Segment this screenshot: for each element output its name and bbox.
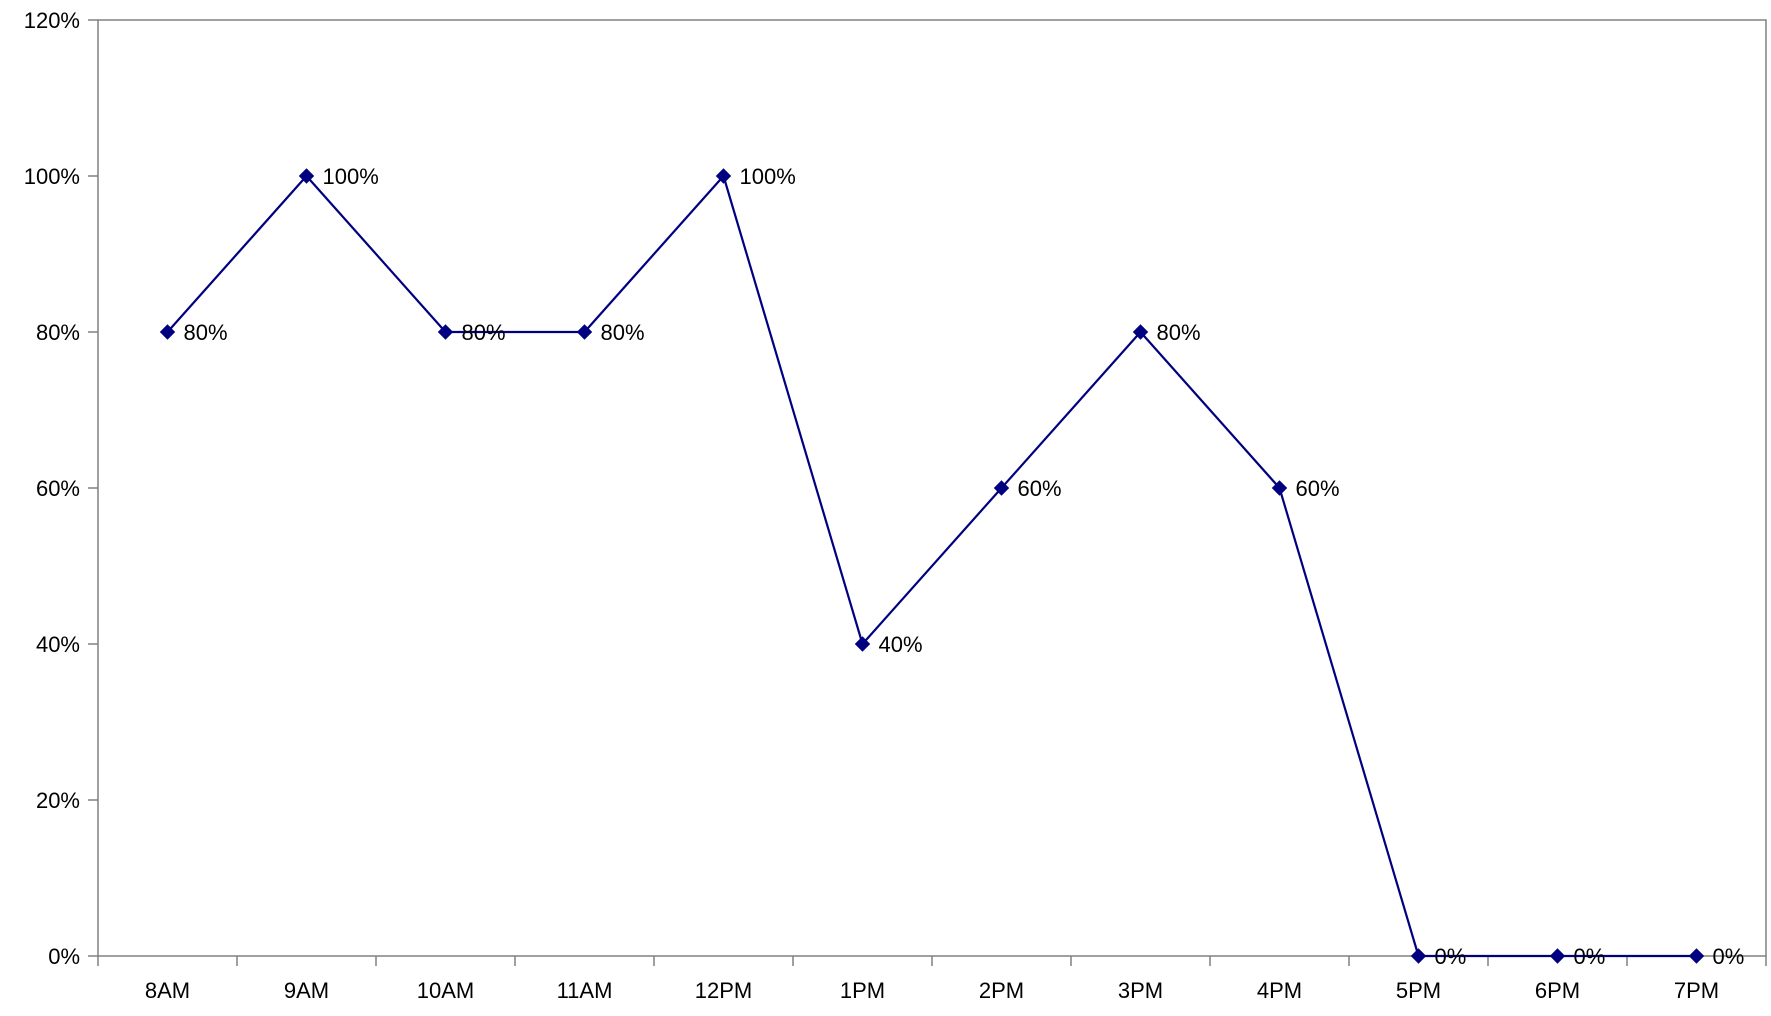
series-line-segment [166, 175, 308, 333]
x-tick-label: 2PM [979, 978, 1024, 1003]
x-tick-label: 3PM [1118, 978, 1163, 1003]
data-point-marker [993, 480, 1010, 496]
data-label: 60% [1296, 476, 1340, 501]
data-label: 80% [601, 320, 645, 345]
series-line-segment [722, 175, 864, 645]
data-point-marker [715, 168, 732, 184]
data-label: 80% [184, 320, 228, 345]
data-label: 60% [1018, 476, 1062, 501]
y-tick-label: 40% [36, 632, 80, 657]
x-tick-label: 4PM [1257, 978, 1302, 1003]
data-point-marker [1271, 480, 1288, 496]
data-label: 0% [1435, 944, 1467, 969]
data-point-marker [159, 324, 176, 340]
series-line-segment [583, 175, 725, 333]
data-point-marker [298, 168, 315, 184]
data-point-marker [1410, 948, 1427, 964]
x-tick-label: 11AM [557, 978, 613, 1003]
y-tick-label: 120% [24, 8, 80, 33]
x-tick-label: 1PM [840, 978, 885, 1003]
x-tick-label: 9AM [284, 978, 329, 1003]
x-tick-label: 6PM [1535, 978, 1580, 1003]
data-point-marker [437, 324, 454, 340]
data-point-marker [576, 324, 593, 340]
x-tick-label: 7PM [1674, 978, 1719, 1003]
x-tick-label: 12PM [695, 978, 752, 1003]
y-tick-label: 100% [24, 164, 80, 189]
data-label: 0% [1713, 944, 1745, 969]
data-point-marker [854, 636, 871, 652]
data-point-marker [1132, 324, 1149, 340]
data-label: 80% [462, 320, 506, 345]
series-layer [159, 168, 1705, 964]
series-line-segment [1000, 331, 1142, 489]
y-tick-label: 0% [48, 944, 80, 969]
data-point-marker [1688, 948, 1705, 964]
series-line-segment [1278, 487, 1420, 957]
y-tick-label: 20% [36, 788, 80, 813]
data-label: 80% [1157, 320, 1201, 345]
series-line-segment [305, 175, 447, 333]
y-tick-label: 80% [36, 320, 80, 345]
x-tick-label: 10AM [417, 978, 474, 1003]
data-label: 100% [740, 164, 796, 189]
series-line-segment [1139, 331, 1281, 489]
data-point-marker [1549, 948, 1566, 964]
series-line-segment [861, 487, 1003, 645]
data-label: 100% [323, 164, 379, 189]
axes-layer: 0% 20% 40% 60% 80% 100% 120% 8AM 9AM 10AM 11AM 12PM… [24, 8, 1767, 1003]
y-tick-label: 60% [36, 476, 80, 501]
plot-area-border [97, 19, 1767, 957]
labels-layer: 80% 100% 80% 80% 100% 40% 60% 80% 60% 0% 0% 0% [184, 164, 1745, 969]
data-label: 0% [1574, 944, 1606, 969]
data-label: 40% [879, 632, 923, 657]
x-tick-label: 5PM [1396, 978, 1441, 1003]
x-tick-label: 8AM [145, 978, 190, 1003]
